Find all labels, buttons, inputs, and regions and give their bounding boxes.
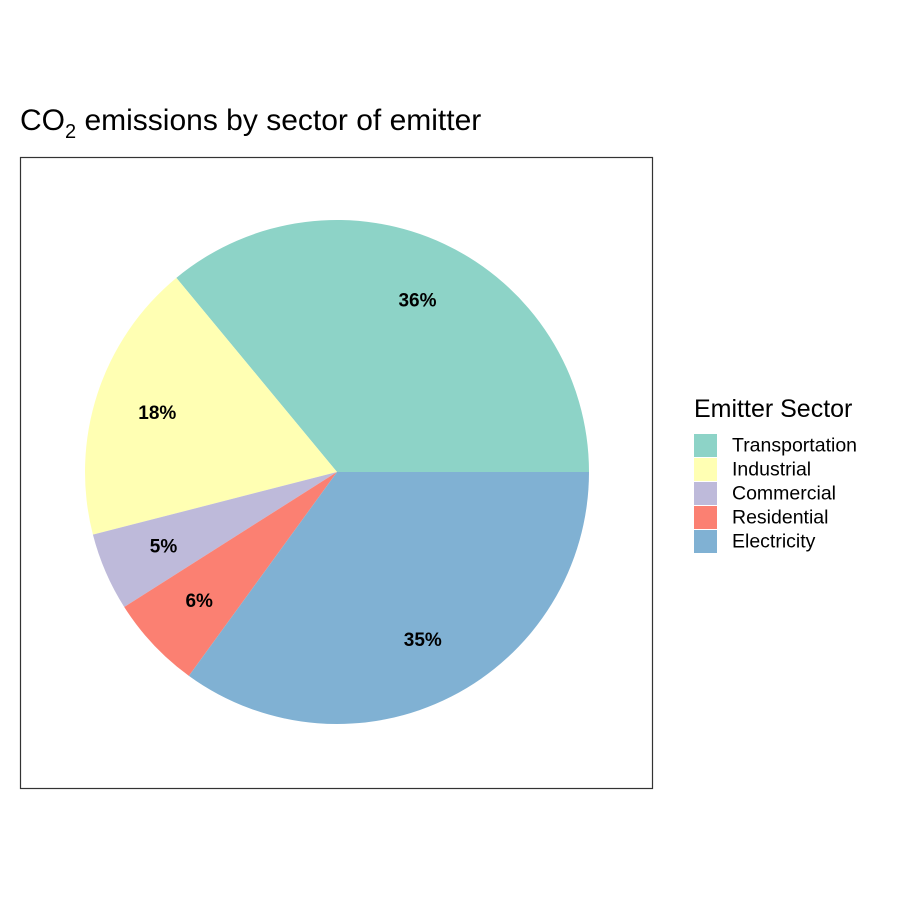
legend-title: Emitter Sector	[694, 395, 852, 423]
pie-slice-electricity	[188, 472, 589, 724]
chart-title-main: CO	[20, 104, 65, 137]
legend-label-industrial: Industrial	[732, 459, 811, 481]
pie-slice-residential	[124, 472, 337, 676]
slice-label-commercial: 5%	[150, 537, 178, 558]
slice-label-residential: 6%	[185, 591, 213, 612]
legend-label-electricity: Electricity	[732, 531, 816, 553]
pie-slice-commercial	[92, 472, 337, 608]
legend-key-commercial	[694, 482, 717, 505]
plot-panel-border	[19, 156, 654, 790]
pie-slice-labels: 36% 18% 5% 6% 35%	[138, 291, 442, 651]
slice-label-transportation: 36%	[398, 291, 436, 312]
legend-label-transportation: Transportation	[732, 435, 857, 457]
legend-key-electricity	[694, 530, 717, 553]
pie-slice-transportation	[176, 219, 589, 472]
slice-label-industrial: 18%	[138, 403, 176, 424]
chart-title-subscript: 2	[65, 121, 76, 143]
legend-key-residential	[694, 506, 717, 529]
legend-label-residential: Residential	[732, 507, 828, 529]
slice-label-electricity: 35%	[404, 630, 442, 651]
legend: TransportationIndustrialCommercialReside…	[694, 434, 857, 553]
pie-slice-industrial	[85, 277, 337, 535]
legend-key-industrial	[694, 458, 717, 481]
pie-slices	[85, 219, 589, 724]
chart-title: CO2 emissions by sector of emitter	[20, 104, 481, 143]
legend-label-commercial: Commercial	[732, 483, 836, 505]
legend-key-transportation	[694, 434, 717, 457]
chart-title-rest: emissions by sector of emitter	[76, 104, 481, 137]
